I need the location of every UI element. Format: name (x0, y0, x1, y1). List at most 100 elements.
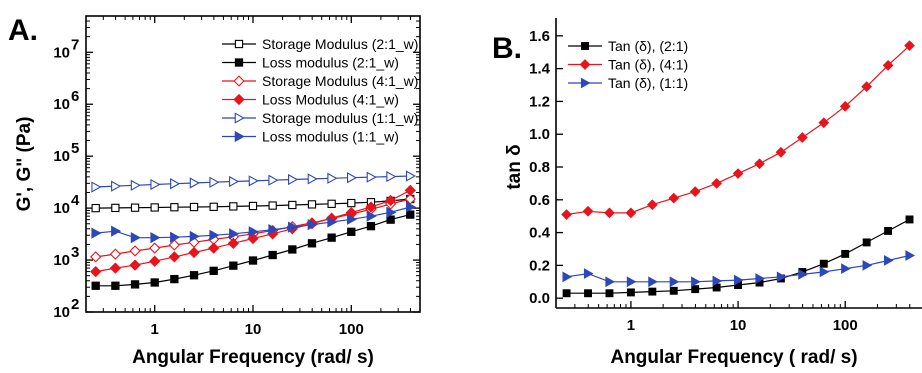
data-point (229, 202, 238, 211)
data-point (189, 177, 200, 189)
data-point (150, 178, 161, 191)
panel-label: A. (8, 14, 38, 47)
y-tick-exponent: 6 (71, 88, 79, 105)
data-point (711, 178, 722, 189)
y-tick-label: 10 (53, 304, 70, 321)
data-point (691, 285, 700, 294)
data-point (561, 209, 572, 220)
data-point (776, 271, 787, 283)
legend-marker (581, 42, 589, 50)
data-point (366, 210, 377, 222)
data-point (841, 249, 850, 258)
data-point (861, 81, 873, 93)
data-point (130, 232, 141, 244)
data-point (712, 283, 721, 292)
data-point (307, 200, 317, 209)
data-point (248, 175, 259, 187)
data-point (347, 198, 356, 208)
y-tick-label: 1.6 (529, 28, 550, 45)
data-point (562, 289, 571, 298)
data-point (168, 251, 181, 263)
data-point (712, 275, 723, 287)
data-point (288, 221, 299, 233)
data-point (247, 232, 259, 245)
data-point (227, 237, 239, 249)
data-point (109, 248, 122, 260)
data-point (168, 239, 181, 251)
legend-marker (234, 130, 245, 143)
data-point (384, 194, 397, 207)
legend-label: Tan (δ), (4:1) (608, 57, 688, 73)
y-tick-exponent: 4 (71, 192, 80, 209)
x-tick-label: 100 (339, 321, 364, 338)
panel-b-chart: B. 1 10 100 0.0 0.2 0.4 0.6 0.8 1.0 1.2 1.4 1.6 Angul… (492, 18, 922, 368)
data-point (405, 170, 417, 182)
data-point (288, 200, 297, 210)
data-point (882, 59, 894, 71)
y-tick-label: 0.0 (529, 290, 550, 307)
data-point (405, 201, 417, 213)
data-point (327, 172, 338, 184)
x-tick-label: 1 (627, 317, 635, 334)
legend-marker (234, 112, 245, 124)
y-tick-label: 1.2 (529, 93, 550, 110)
data-point (129, 259, 141, 271)
legend-label: Storage modulus (1:1_w) (262, 110, 418, 126)
data-point (188, 246, 200, 259)
y-tick-label: 10 (53, 200, 70, 217)
data-point (386, 170, 397, 183)
data-point (209, 202, 218, 211)
data-point (883, 255, 894, 266)
data-point (404, 184, 416, 196)
data-point (755, 273, 766, 284)
legend-marker (234, 58, 244, 67)
data-point (626, 288, 635, 297)
data-point (347, 227, 356, 236)
data-point (905, 215, 914, 224)
data-point (626, 276, 637, 288)
y-tick-label: 1.0 (529, 126, 550, 143)
legend-marker (579, 59, 591, 70)
data-point (91, 281, 100, 290)
data-point (307, 219, 318, 231)
legend-label: Storage Modulus (4:1_w) (262, 73, 418, 89)
legend-marker (233, 93, 245, 106)
y-tick-label: 0.4 (529, 225, 551, 242)
legend-label: Tan (δ), (2:1) (608, 38, 688, 54)
data-point (129, 245, 141, 257)
data-point (562, 271, 573, 283)
data-point (798, 269, 808, 280)
data-point (288, 173, 299, 186)
data-point (904, 40, 915, 52)
y-tick-exponent: 3 (71, 244, 79, 261)
y-tick-label: 10 (53, 96, 70, 113)
y-tick-exponent: 2 (71, 296, 79, 313)
legend-label: Loss modulus (2:1_w) (262, 55, 399, 71)
data-point (170, 231, 181, 243)
data-point (130, 203, 140, 212)
data-point (366, 171, 377, 183)
data-point (268, 201, 277, 210)
data-point (819, 259, 828, 268)
legend-label: Loss Modulus (4:1_w) (262, 92, 399, 108)
data-point (884, 226, 893, 235)
data-point (625, 207, 637, 219)
data-point (149, 255, 161, 267)
data-point (775, 146, 787, 158)
data-point (91, 181, 102, 193)
data-point (111, 180, 122, 192)
data-point (347, 172, 358, 184)
data-point (149, 242, 161, 254)
data-point (386, 215, 395, 224)
data-point (669, 286, 678, 295)
data-point (170, 274, 179, 284)
data-point (229, 228, 240, 240)
x-tick-label: 100 (833, 317, 858, 334)
y-axis-title: tan δ (504, 144, 525, 189)
data-point (732, 168, 744, 179)
legend-marker (234, 39, 244, 49)
data-point (819, 266, 830, 278)
data-point (327, 216, 338, 228)
y-tick-label: 0.2 (529, 257, 550, 274)
y-tick-exponent: 5 (71, 140, 79, 157)
